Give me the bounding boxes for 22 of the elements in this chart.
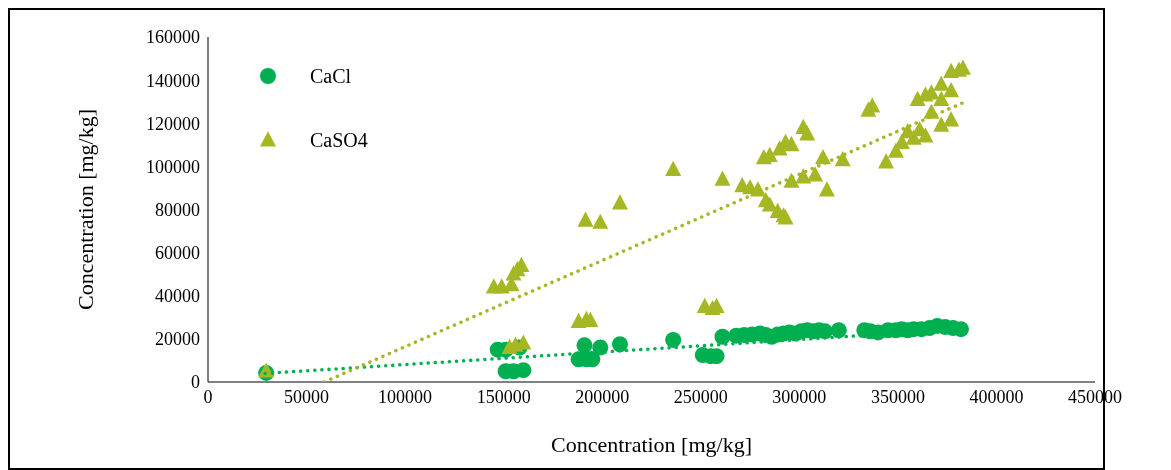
x-tick-label: 200000 — [575, 386, 630, 407]
x-axis-title: Concentration [mg/kg] — [550, 432, 753, 457]
x-tick-label: 350000 — [870, 386, 925, 407]
x-tick-label: 400000 — [969, 386, 1024, 407]
x-tick-label: 150000 — [476, 386, 531, 407]
y-tick-label: 160000 — [146, 27, 200, 48]
y-tick-label: 20000 — [155, 329, 200, 350]
legend-label: CaCl — [310, 64, 352, 88]
x-tick-label: 300000 — [772, 386, 827, 407]
y-tick-label: 80000 — [155, 199, 200, 220]
y-tick-label: 100000 — [146, 156, 200, 177]
y-tick-label: 60000 — [155, 243, 200, 264]
x-tick-label: 250000 — [673, 386, 728, 407]
legend-label: CaSO4 — [310, 128, 368, 152]
y-tick-label: 40000 — [155, 286, 200, 307]
y-tick-label: 120000 — [146, 113, 200, 134]
x-tick-label: 50000 — [284, 386, 330, 407]
y-tick-label: 140000 — [146, 70, 200, 91]
y-tick-label: 0 — [191, 372, 200, 393]
x-tick-label: 100000 — [378, 386, 433, 407]
x-tick-label: 0 — [203, 386, 213, 407]
y-axis-title: Concentration [mg/kg] — [72, 108, 98, 311]
